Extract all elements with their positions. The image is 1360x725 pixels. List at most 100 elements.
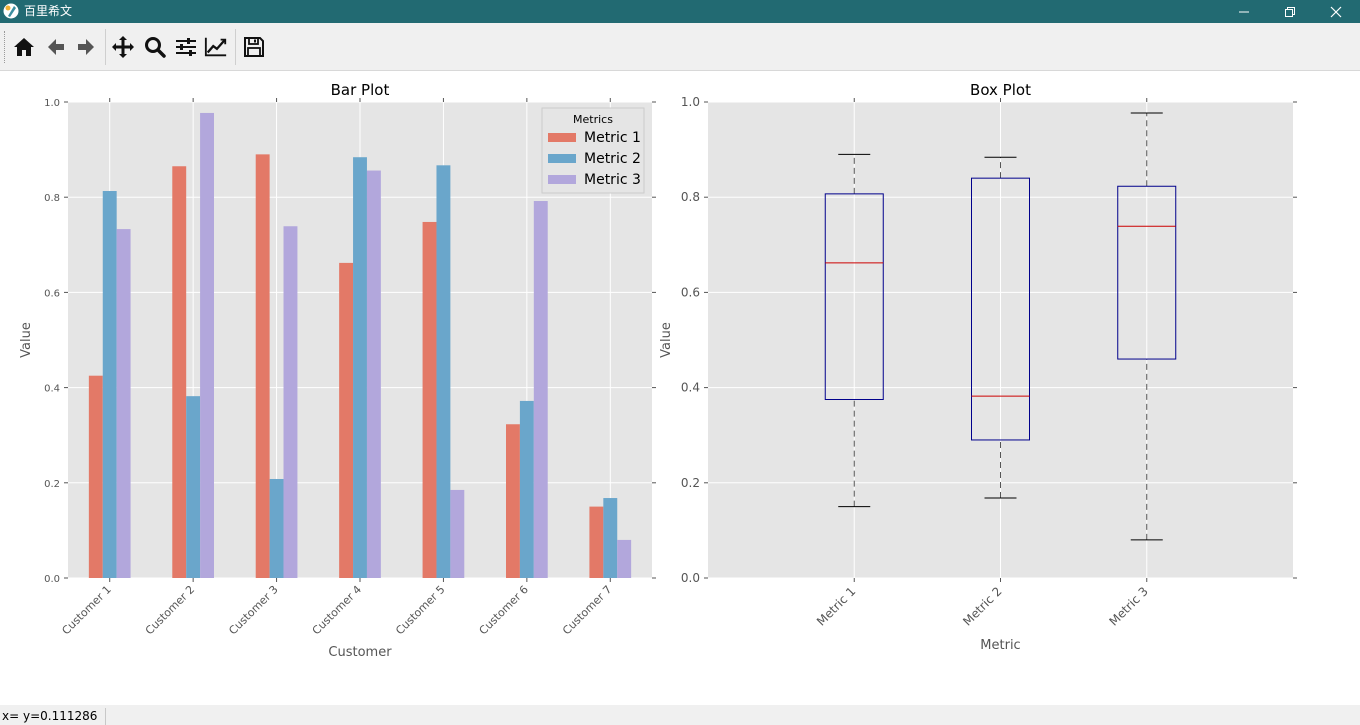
box-metric-1 [824, 193, 884, 400]
bar-4-metric-2 [353, 157, 367, 578]
bar-5-metric-2 [436, 165, 451, 579]
legend-label-3: Metric 3 [584, 172, 641, 188]
ax2-x-tick-label: Metric 3 [1106, 584, 1150, 628]
bar-3-metric-2 [269, 478, 284, 578]
ax1-y-tick-label: 0.0 [44, 574, 60, 585]
bar-plot-axes[interactable]: 0.0 0.2 0.4 0.6 0.8 1.0 Customer 1 Customer 2 C… [19, 81, 656, 660]
status-separator [105, 708, 106, 725]
bar-5-metric-1 [422, 221, 437, 578]
save-button[interactable] [242, 35, 266, 59]
toolbar-separator [105, 29, 106, 65]
bar-6-metric-2 [519, 400, 534, 578]
bar-6-metric-1 [506, 424, 520, 578]
restore-button[interactable] [1267, 0, 1313, 23]
ax1-x-tick-label: Customer 6 [477, 583, 531, 637]
home-icon [14, 38, 34, 56]
box-plot-boxes [824, 112, 1177, 541]
close-icon [1330, 6, 1342, 17]
ax1-x-tick-label: Customer 2 [143, 583, 197, 637]
minimize-button[interactable] [1221, 0, 1267, 23]
window-title: 百里希文 [24, 4, 73, 18]
bar-plot-y-axis-label: Value [19, 322, 34, 358]
bar-3-metric-1 [255, 154, 270, 579]
ax2-y-tick-label: 0.6 [681, 285, 700, 299]
box-metric-3 [1117, 185, 1177, 360]
bar-3-metric-3 [283, 226, 298, 578]
bar-plot-x-axis-label: Customer [328, 645, 392, 660]
app-logo-icon [3, 3, 19, 19]
bar-4-metric-3 [366, 170, 381, 578]
bar-5-metric-3 [450, 489, 465, 578]
bar-1-metric-3 [116, 229, 131, 579]
ax1-x-tick-label: Customer 7 [560, 583, 614, 637]
pan-button[interactable] [111, 35, 135, 59]
ax2-y-tick-label: 0.2 [681, 476, 700, 490]
restore-icon [1285, 6, 1295, 17]
bar-7-metric-3 [617, 539, 632, 578]
legend-label-2: Metric 2 [584, 151, 641, 167]
box-plot-y-ticks: 0.0 0.2 0.4 0.6 0.8 1.0 [681, 95, 1297, 585]
bar-2-metric-1 [172, 166, 187, 578]
bar-2-metric-2 [186, 396, 201, 578]
bar-4-metric-1 [339, 262, 354, 578]
ax2-x-tick-label: Metric 2 [960, 584, 1004, 628]
legend-swatch-1 [548, 133, 576, 142]
forward-button[interactable] [74, 35, 98, 59]
ax2-y-tick-label: 1.0 [681, 95, 700, 109]
box-plot-x-axis-label: Metric [980, 638, 1020, 653]
title-bar: 百里希文 [0, 0, 1360, 23]
bar-7-metric-2 [603, 498, 618, 578]
figure-canvas[interactable]: 0.0 0.2 0.4 0.6 0.8 1.0 Customer 1 Customer 2 C… [0, 71, 1360, 705]
ax1-x-tick-label: Customer 5 [393, 583, 447, 637]
arrow-left-icon [48, 39, 64, 55]
back-button[interactable] [44, 35, 68, 59]
navigation-toolbar [0, 23, 1360, 71]
cursor-coordinates-readout: x= y=0.111286 [2, 709, 98, 723]
legend-items: Metric 1 Metric 2 Metric 3 [548, 130, 641, 188]
ax1-x-tick-label: Customer 3 [226, 583, 280, 637]
sliders-icon [176, 38, 196, 56]
ax2-x-tick-label: Metric 1 [814, 584, 858, 628]
minimize-icon [1239, 11, 1249, 12]
bar-plot-bars [88, 112, 632, 579]
axes-button[interactable] [204, 35, 228, 59]
subplots-button[interactable] [174, 35, 198, 59]
toolbar-grip[interactable] [4, 31, 7, 63]
ax1-y-tick-label: 0.4 [44, 384, 60, 395]
bar-6-metric-3 [533, 201, 548, 578]
close-button[interactable] [1313, 0, 1359, 23]
ax1-y-tick-label: 0.8 [44, 193, 60, 204]
ax1-x-tick-label: Customer 1 [59, 583, 113, 637]
bar-plot-legend[interactable]: Metrics Metric 1 Metric 2 Metric 3 [541, 107, 645, 194]
legend-label-1: Metric 1 [584, 130, 641, 146]
bar-plot-title: Bar Plot [331, 81, 390, 99]
line-chart-icon [204, 37, 227, 57]
legend-swatch-2 [548, 154, 576, 163]
magnifier-icon [145, 37, 166, 58]
home-button[interactable] [12, 35, 36, 59]
ax1-y-tick-label: 0.6 [44, 288, 60, 299]
ax2-y-tick-label: 0.0 [681, 571, 700, 585]
move-icon [112, 36, 134, 58]
ax1-y-tick-label: 1.0 [44, 98, 60, 109]
bar-7-metric-1 [589, 506, 604, 578]
box-plot-title: Box Plot [970, 81, 1031, 99]
box-metric-2 [971, 177, 1030, 441]
bar-2-metric-3 [200, 112, 214, 578]
box-plot-y-axis-label: Value [659, 322, 674, 358]
figure-svg[interactable]: 0.0 0.2 0.4 0.6 0.8 1.0 Customer 1 Customer 2 C… [0, 71, 1360, 705]
box-plot-axes[interactable]: 0.0 0.2 0.4 0.6 0.8 1.0 Metric 1 Metric 2 Metri… [659, 81, 1297, 653]
bar-plot-y-ticks: 0.0 0.2 0.4 0.6 0.8 1.0 [44, 98, 656, 585]
zoom-button[interactable] [143, 35, 167, 59]
legend-swatch-3 [548, 175, 576, 184]
ax2-y-tick-label: 0.8 [681, 190, 700, 204]
toolbar-separator [235, 29, 236, 65]
arrow-right-icon [78, 39, 94, 55]
bar-1-metric-1 [88, 375, 103, 578]
ax2-y-tick-label: 0.4 [681, 381, 700, 395]
status-bar: x= y=0.111286 [0, 705, 1360, 725]
bar-1-metric-2 [102, 191, 117, 578]
legend-title: Metrics [573, 113, 613, 126]
ax1-y-tick-label: 0.2 [44, 479, 60, 490]
ax1-x-tick-label: Customer 4 [310, 583, 364, 637]
